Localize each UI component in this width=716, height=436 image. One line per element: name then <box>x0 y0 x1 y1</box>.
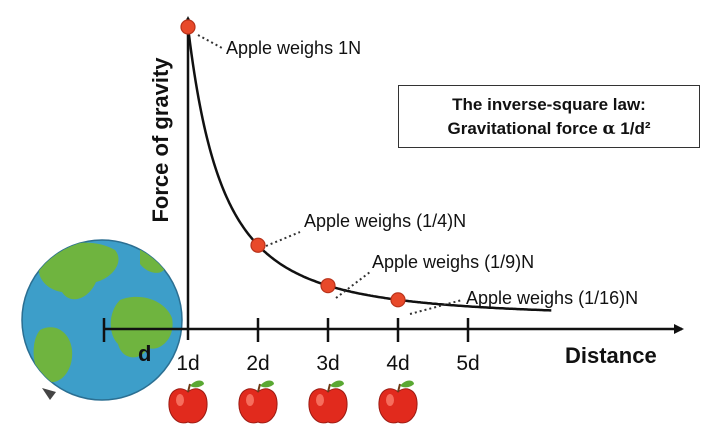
apple-icon <box>378 380 418 424</box>
x-axis-title: Distance <box>565 343 657 368</box>
point-label: Apple weighs (1/9)N <box>372 252 534 272</box>
leader-line <box>197 34 223 49</box>
data-point <box>320 278 336 294</box>
point-label: Apple weighs (1/4)N <box>304 211 466 231</box>
law-line-1: The inverse-square law: <box>452 94 646 114</box>
y-axis-title: Force of gravity <box>148 57 173 223</box>
data-point <box>180 19 196 35</box>
data-point <box>390 292 406 308</box>
apples <box>168 380 418 424</box>
tick-label: 2d <box>246 352 269 375</box>
point-label: Apple weighs 1N <box>226 38 361 58</box>
tick-label: 1d <box>176 352 199 375</box>
point-label: Apple weighs (1/16)N <box>466 288 638 308</box>
earth-icon <box>21 239 183 401</box>
leader-line <box>265 231 301 247</box>
data-point <box>250 237 266 253</box>
point-labels: Apple weighs 1N Apple weighs (1/4)N Apple … <box>226 38 638 308</box>
apple-icon <box>238 380 278 424</box>
apple-icon <box>168 380 208 424</box>
proportional-symbol: α <box>602 118 616 139</box>
tick-label: 3d <box>316 352 339 375</box>
leader-lines <box>197 34 463 315</box>
leader-line <box>409 299 463 315</box>
inverse-square-curve <box>186 26 552 312</box>
origin-label: d <box>138 341 151 366</box>
law-line-2-suffix: 1/d² <box>620 118 651 138</box>
tick-label: 4d <box>386 352 409 375</box>
tick-label: 5d <box>456 352 479 375</box>
law-line-2: Gravitational force α 1/d² <box>447 117 650 141</box>
apple-icon <box>308 380 348 424</box>
x-ticks: 1d 2d 3d 4d 5d <box>176 318 480 375</box>
leader-line <box>335 271 371 299</box>
inverse-square-law-box: The inverse-square law: Gravitational fo… <box>398 85 700 148</box>
data-points <box>180 19 406 308</box>
law-line-2-prefix: Gravitational force <box>447 118 598 138</box>
